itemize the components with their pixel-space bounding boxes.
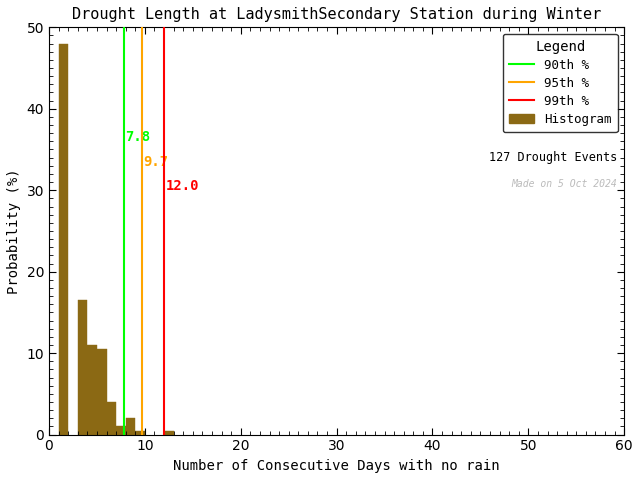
Bar — [59, 44, 68, 434]
Bar — [135, 431, 145, 434]
Legend: 90th %, 95th %, 99th %, Histogram: 90th %, 95th %, 99th %, Histogram — [503, 34, 618, 132]
Text: 12.0: 12.0 — [166, 179, 199, 193]
Y-axis label: Probability (%): Probability (%) — [7, 168, 21, 294]
Text: 7.8: 7.8 — [125, 131, 150, 144]
Text: 127 Drought Events: 127 Drought Events — [489, 151, 617, 164]
Bar — [164, 431, 173, 434]
Bar — [106, 402, 116, 434]
Bar — [125, 419, 135, 434]
Text: Made on 5 Oct 2024: Made on 5 Oct 2024 — [511, 180, 617, 190]
Bar — [116, 427, 125, 434]
X-axis label: Number of Consecutive Days with no rain: Number of Consecutive Days with no rain — [173, 459, 500, 473]
Text: 9.7: 9.7 — [143, 155, 168, 169]
Bar — [97, 349, 106, 434]
Title: Drought Length at LadysmithSecondary Station during Winter: Drought Length at LadysmithSecondary Sta… — [72, 7, 601, 22]
Bar — [77, 300, 87, 434]
Bar — [87, 345, 97, 434]
